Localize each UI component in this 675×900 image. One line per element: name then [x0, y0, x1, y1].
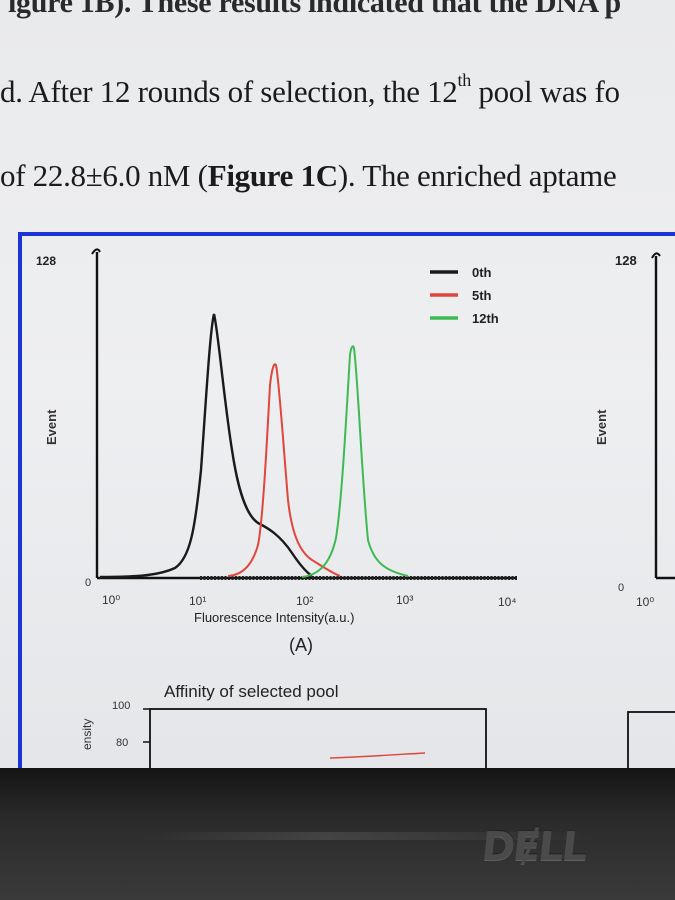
panel-a-y-axis-cap: [91, 248, 101, 255]
document-text-line-3: of 22.8±6.0 nM (Figure 1C). The enriched…: [0, 158, 617, 194]
right-panel-y-top-label: 128: [615, 253, 637, 268]
legend-label-12th: 12th: [472, 311, 499, 326]
curve-12th-pool: [301, 345, 409, 578]
curve-0th-pool: [99, 313, 313, 579]
document-text-line-1: igure 1B). These results indicated that …: [8, 0, 621, 19]
curve-5th-pool: [227, 363, 341, 577]
right-panel-y-axis-label: Event: [594, 409, 609, 445]
panel-c-y-tick-100: 100: [112, 700, 130, 712]
line2-part-a: d. After 12 rounds of selection, the 12: [0, 74, 458, 109]
document-text-line-2: d. After 12 rounds of selection, the 12t…: [0, 70, 620, 110]
line2-superscript: th: [457, 70, 472, 90]
legend-label-5th: 5th: [472, 288, 492, 303]
panel-a-x-tick-1: 10¹: [189, 594, 206, 608]
panel-a-label: (A): [289, 635, 313, 655]
figure-frame: [18, 232, 675, 770]
right-panel-x-tick-0: 10⁰: [636, 595, 654, 609]
legend-label-0th: 0th: [472, 265, 492, 280]
panel-c-curve: [329, 752, 426, 759]
panel-a-x-tick-3: 10³: [396, 593, 413, 607]
panel-a-x-tick-4: 10⁴: [498, 595, 517, 609]
panel-c-y-tick-80: 80: [116, 737, 128, 749]
dell-logo: DɆLL: [479, 824, 588, 870]
panel-c-title: Affinity of selected pool: [164, 682, 339, 701]
figure-graphic: 128 0 Event 10⁰ 10¹ 10² 10³ 10⁴ Fluoresc…: [36, 248, 675, 770]
right-panel-y-zero-label: 0: [618, 582, 624, 594]
line3-part-a: of 22.8±6.0 nM (: [0, 158, 208, 193]
line2-part-b: pool was fo: [470, 74, 620, 109]
panel-a-x-axis-label: Fluorescence Intensity(a.u.): [194, 610, 354, 625]
panel-c-y-axis-label: ensity: [80, 719, 94, 750]
laptop-screen: igure 1B). These results indicated that …: [0, 0, 675, 770]
panel-a-y-top-label: 128: [36, 254, 56, 268]
figure-reference: Figure 1C: [207, 158, 338, 193]
bezel-reflection: [140, 832, 600, 840]
right-panel-y-axis-cap: [651, 252, 661, 259]
panel-a-y-zero-label: 0: [85, 577, 91, 589]
panel-a-y-axis-label: Event: [44, 409, 59, 445]
line3-part-b: ). The enriched aptame: [337, 158, 617, 193]
panel-a-x-tick-2: 10²: [296, 594, 313, 608]
panel-a-x-tick-0: 10⁰: [102, 593, 120, 607]
panel-d-plot-box: [627, 711, 675, 770]
laptop-bezel: DɆLL: [0, 768, 675, 900]
panel-c-plot-box: [149, 708, 487, 770]
